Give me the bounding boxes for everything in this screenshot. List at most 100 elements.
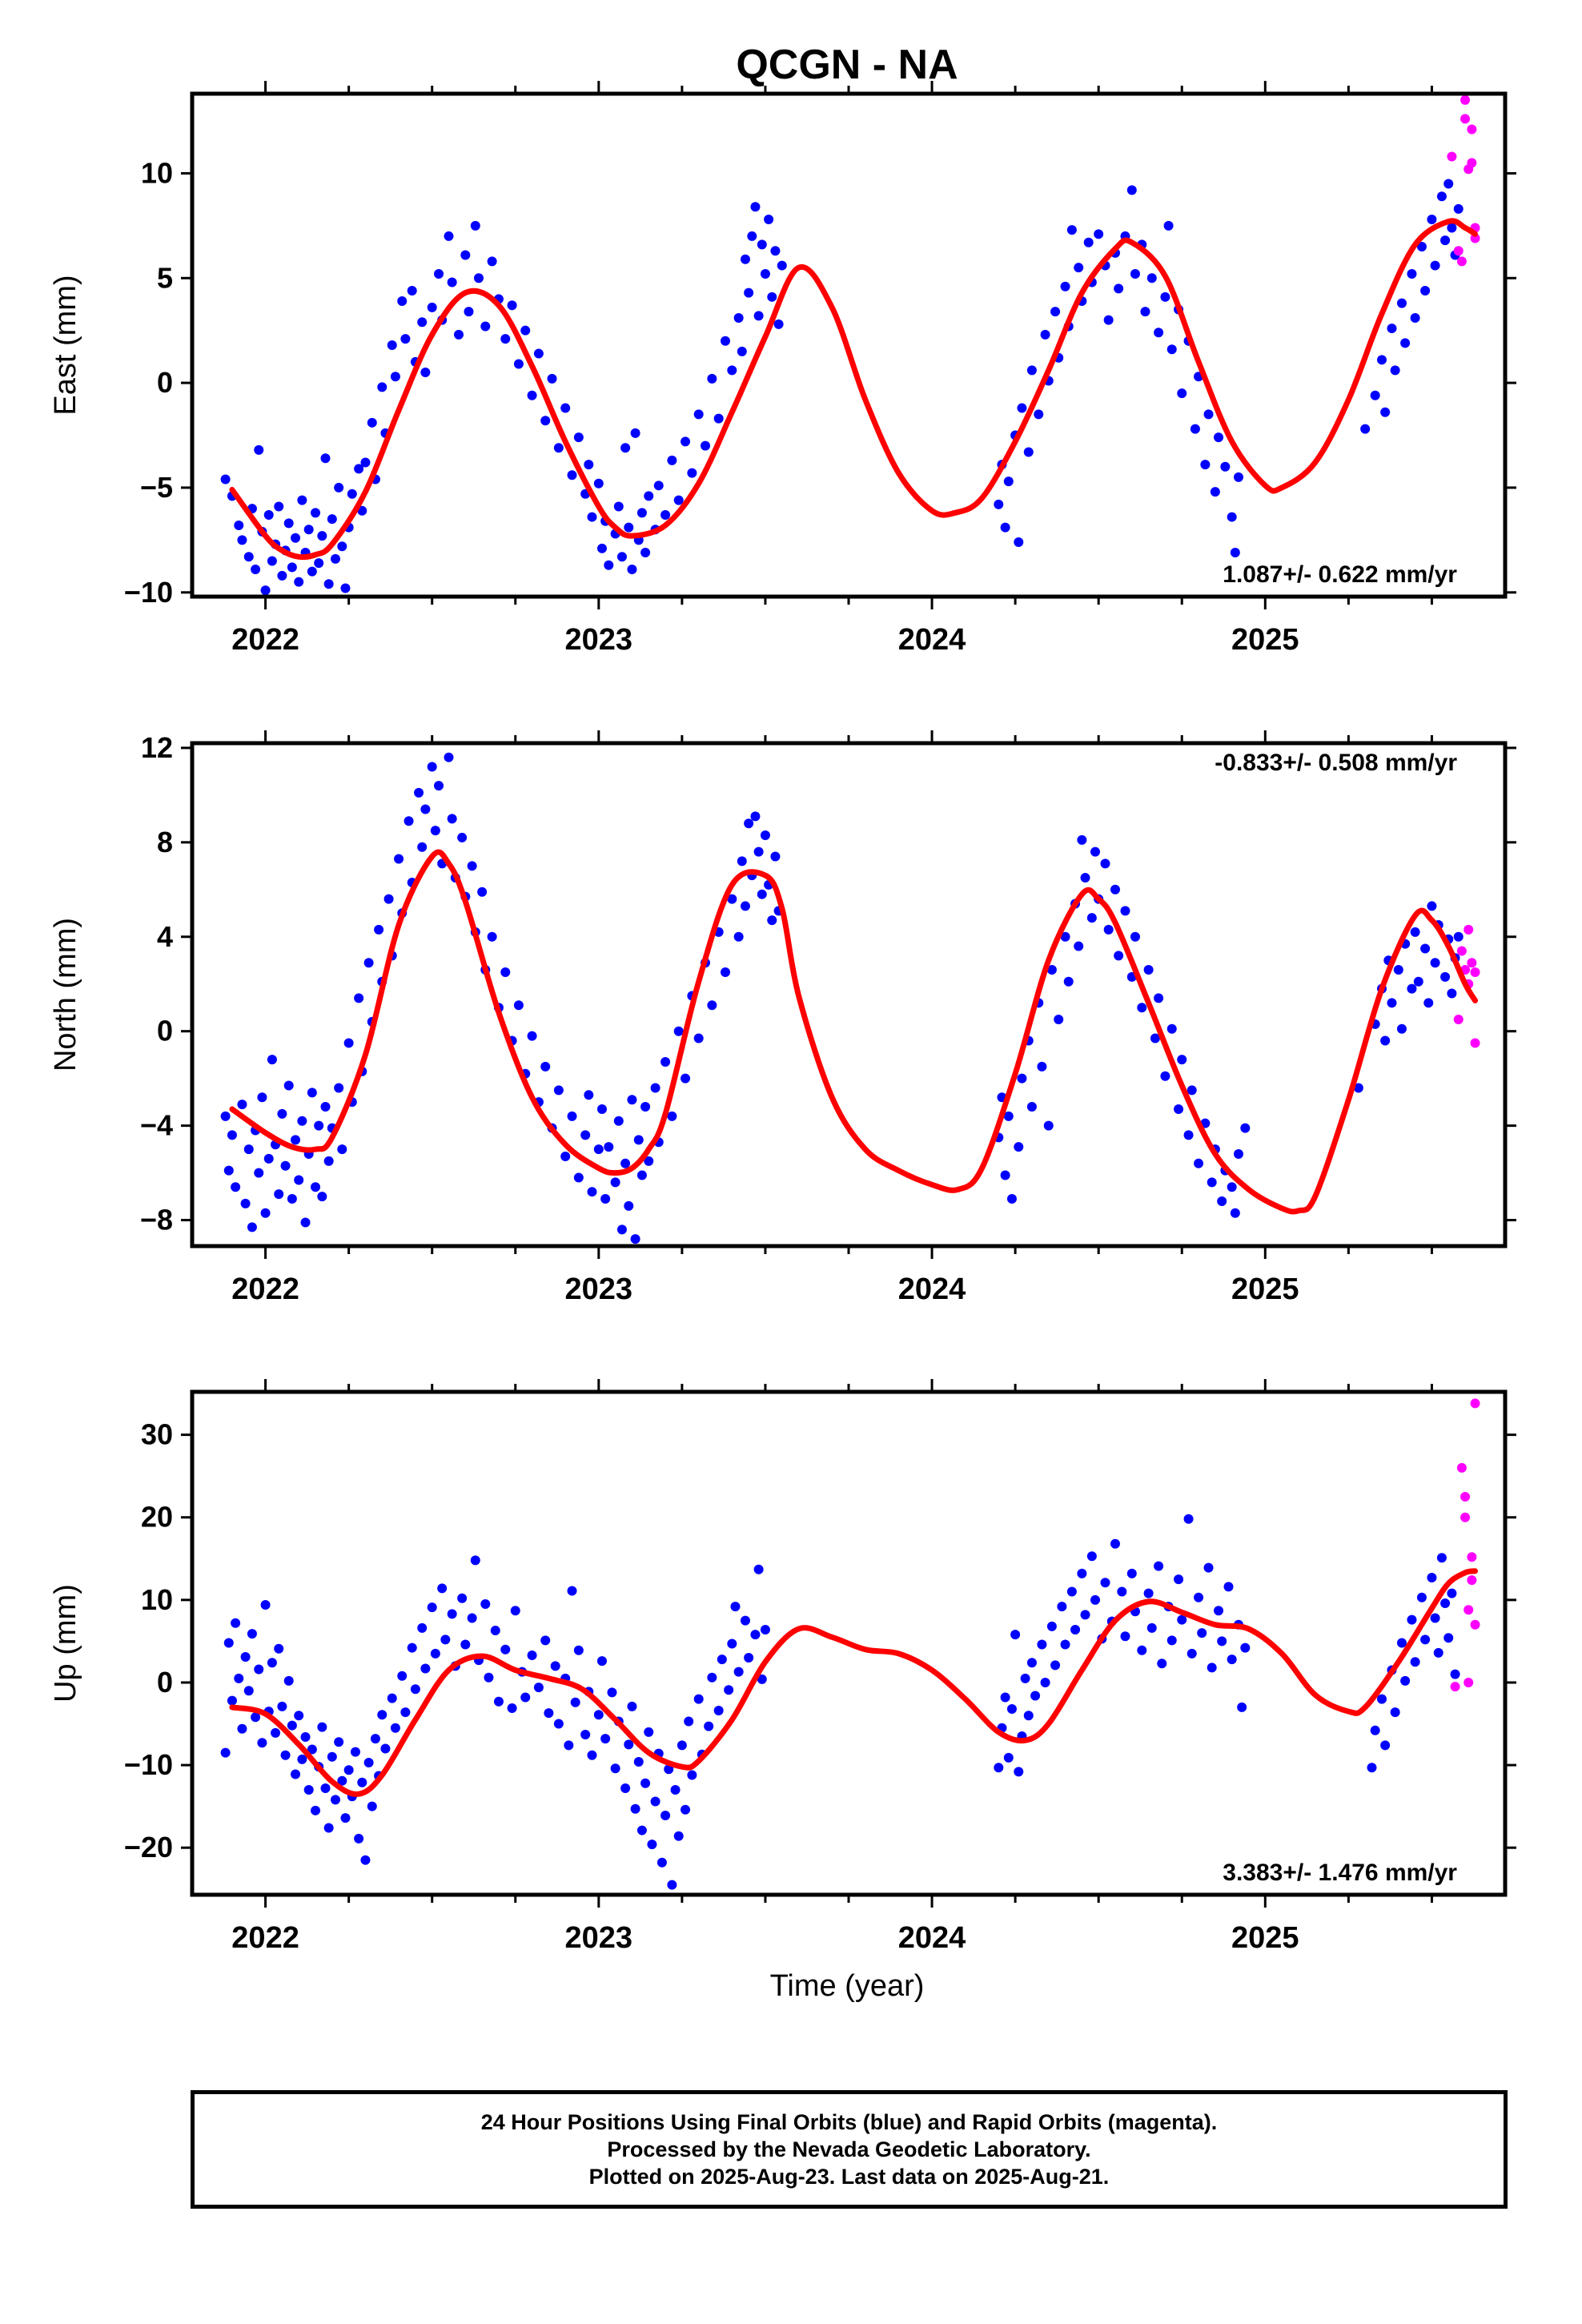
final-orbit-point [1074,263,1084,273]
final-orbit-point [1447,223,1457,233]
final-orbit-point [1050,1660,1061,1671]
final-orbit-point [220,1111,231,1121]
final-orbit-point [1030,1691,1041,1701]
rapid-orbit-point [1467,958,1477,968]
final-orbit-point [1026,1658,1037,1668]
y-tick-label: 4 [157,920,173,953]
final-orbit-point [260,1208,271,1218]
final-orbit-point [297,1116,307,1126]
final-orbit-point [1353,1083,1363,1093]
final-orbit-point [1380,1740,1391,1751]
final-orbit-point [1390,365,1400,376]
final-orbit-point [1416,1592,1427,1602]
x-tick-label: 2024 [898,1273,966,1306]
final-orbit-point [377,382,387,392]
final-orbit-point [323,1823,334,1833]
final-orbit-point [307,1088,317,1098]
final-orbit-point [513,1000,524,1011]
final-orbit-point [1100,858,1110,869]
final-orbit-point [673,1026,684,1036]
final-orbit-point [624,1739,634,1750]
final-orbit-point [667,1111,677,1121]
final-orbit-point [1003,476,1014,487]
final-orbit-point [280,1750,291,1760]
final-orbit-point [1043,1120,1054,1131]
final-orbit-point [1023,447,1034,457]
final-orbit-point [673,495,684,505]
rapid-orbit-point [1460,1491,1471,1502]
final-orbit-point [553,1085,564,1096]
final-orbit-point [1060,281,1070,292]
x-tick-label: 2024 [898,623,966,657]
final-orbit-point [753,1564,764,1574]
final-orbit-point [1137,1003,1147,1013]
final-orbit-point [291,1769,301,1779]
final-orbit-point [1154,993,1164,1003]
final-orbit-point [1370,1725,1380,1735]
final-orbit-point [370,1734,380,1744]
final-orbit-point [467,1613,477,1623]
final-orbit-point [480,1599,491,1610]
final-orbit-point [1210,487,1220,497]
final-orbit-point [1410,312,1420,323]
final-orbit-point [564,1740,574,1751]
final-orbit-point [757,889,767,899]
final-orbit-point [283,518,294,529]
final-orbit-point [1447,988,1457,999]
final-orbit-point [467,861,477,871]
final-orbit-point [733,1667,744,1677]
final-orbit-point [283,1080,294,1091]
final-orbit-point [1003,1111,1014,1121]
final-orbit-point [1227,1655,1237,1665]
final-orbit-point [644,1156,654,1166]
final-orbit-point [707,1000,717,1011]
final-orbit-point [770,851,781,862]
final-orbit-point [604,1142,614,1152]
x-tick-label: 2025 [1231,623,1299,657]
rate-label-north: -0.833+/- 0.508 mm/yr [1215,750,1457,776]
final-orbit-point [681,1073,691,1084]
final-orbit-point [770,246,781,256]
final-orbit-point [1103,315,1114,325]
final-orbit-point [470,220,480,231]
final-orbit-point [267,1658,277,1668]
y-tick-label: 20 [141,1501,173,1534]
final-orbit-point [427,302,437,312]
final-orbit-point [1227,1182,1237,1192]
final-orbit-point [570,1697,580,1707]
final-orbit-point [397,296,408,307]
final-orbit-point [1183,1130,1194,1140]
final-orbit-point [500,967,511,977]
final-orbit-point [1090,846,1101,857]
final-orbit-point [1367,1763,1377,1773]
final-orbit-point [343,1038,354,1048]
final-orbit-point [760,830,770,840]
final-orbit-point [390,1723,400,1733]
final-orbit-point [227,1130,237,1140]
final-orbit-point [630,1234,640,1244]
final-orbit-point [667,1880,677,1890]
final-orbit-point [337,1144,347,1155]
final-orbit-point [1154,1561,1164,1571]
final-orbit-point [1114,951,1124,961]
final-orbit-point [1177,1614,1187,1625]
final-orbit-point [397,1671,408,1681]
final-orbit-point [644,491,654,501]
final-orbit-point [427,1602,437,1613]
final-orbit-point [340,1813,351,1823]
final-orbit-point [254,444,264,455]
final-orbit-point [1407,269,1417,279]
final-orbit-point [317,531,327,541]
final-orbit-point [640,1778,651,1788]
final-orbit-point [243,552,254,562]
final-orbit-point [767,915,777,926]
panel-north: 12 8 4 0 −4 −8 2022 2023 2024 2025 North (mm) -0.83… [49,730,1516,1306]
y-tick-label: 0 [157,366,173,399]
final-orbit-point [1436,1553,1447,1563]
fit-curve-east [229,218,1478,561]
final-orbit-point [1203,1562,1214,1573]
rapid-orbit-point [1470,967,1480,977]
final-orbit-point [767,292,777,302]
final-orbit-point [547,373,557,384]
